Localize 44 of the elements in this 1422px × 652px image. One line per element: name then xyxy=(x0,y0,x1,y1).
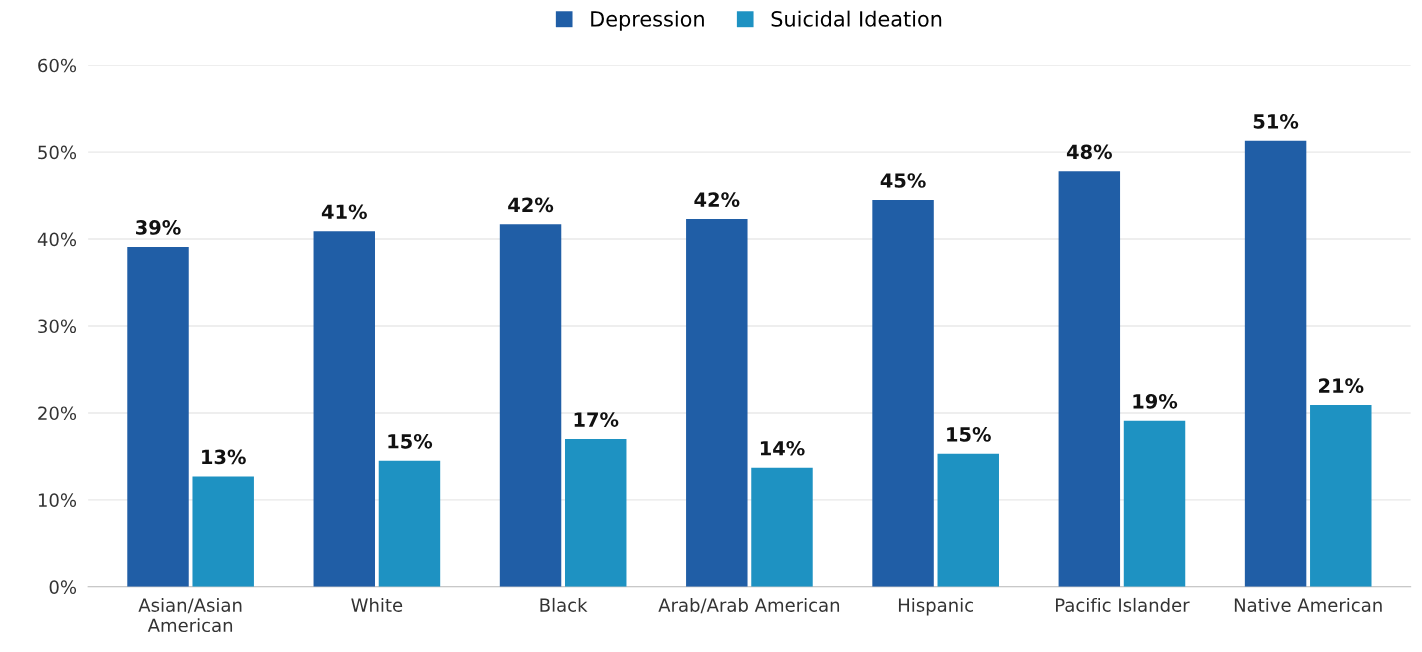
bar xyxy=(192,476,254,587)
bar xyxy=(499,224,562,587)
y-tick-label: 60% xyxy=(38,58,77,73)
x-tick-label: Arab/Arab American xyxy=(658,597,840,614)
bar xyxy=(564,439,627,587)
data-label: 42% xyxy=(508,197,554,213)
x-tick-label: Black xyxy=(540,597,588,612)
y-tick-label: 20% xyxy=(38,406,77,421)
legend-label: Suicidal Ideation xyxy=(771,10,942,27)
bar xyxy=(872,199,934,587)
y-tick-label: 50% xyxy=(38,145,77,160)
data-label: 41% xyxy=(321,204,367,220)
x-tick-label: Pacific Islander xyxy=(1056,597,1190,612)
x-tick-label: Asian/Asian American xyxy=(138,597,242,633)
bar xyxy=(937,453,999,587)
bar xyxy=(1244,140,1307,587)
legend-label: Depression xyxy=(591,10,704,31)
y-tick-label: 0% xyxy=(49,580,77,594)
data-label: 51% xyxy=(1253,114,1299,129)
data-label: 48% xyxy=(1066,144,1112,160)
bar xyxy=(313,231,376,587)
bar xyxy=(378,460,441,587)
bar xyxy=(1123,420,1186,587)
bar xyxy=(1310,405,1372,587)
data-label: 39% xyxy=(136,220,181,235)
bar xyxy=(686,219,748,587)
bar xyxy=(751,467,813,587)
data-label: 42% xyxy=(694,192,740,207)
data-label: 45% xyxy=(880,173,926,188)
bar xyxy=(1058,171,1121,587)
y-tick-label: 40% xyxy=(37,232,77,247)
y-tick-label: 10% xyxy=(38,493,77,507)
data-label: 17% xyxy=(574,412,619,427)
data-label: 21% xyxy=(1319,378,1364,394)
data-label: 15% xyxy=(388,433,433,449)
y-tick-label: 30% xyxy=(38,319,77,334)
bar xyxy=(127,246,189,587)
data-label: 15% xyxy=(947,426,991,442)
data-label: 14% xyxy=(760,440,805,456)
x-tick-label: Hispanic xyxy=(898,597,973,616)
data-label: 19% xyxy=(1133,393,1178,409)
x-tick-label: White xyxy=(351,597,403,612)
x-tick-label: Native American xyxy=(1234,597,1382,612)
data-label: 13% xyxy=(202,449,246,465)
